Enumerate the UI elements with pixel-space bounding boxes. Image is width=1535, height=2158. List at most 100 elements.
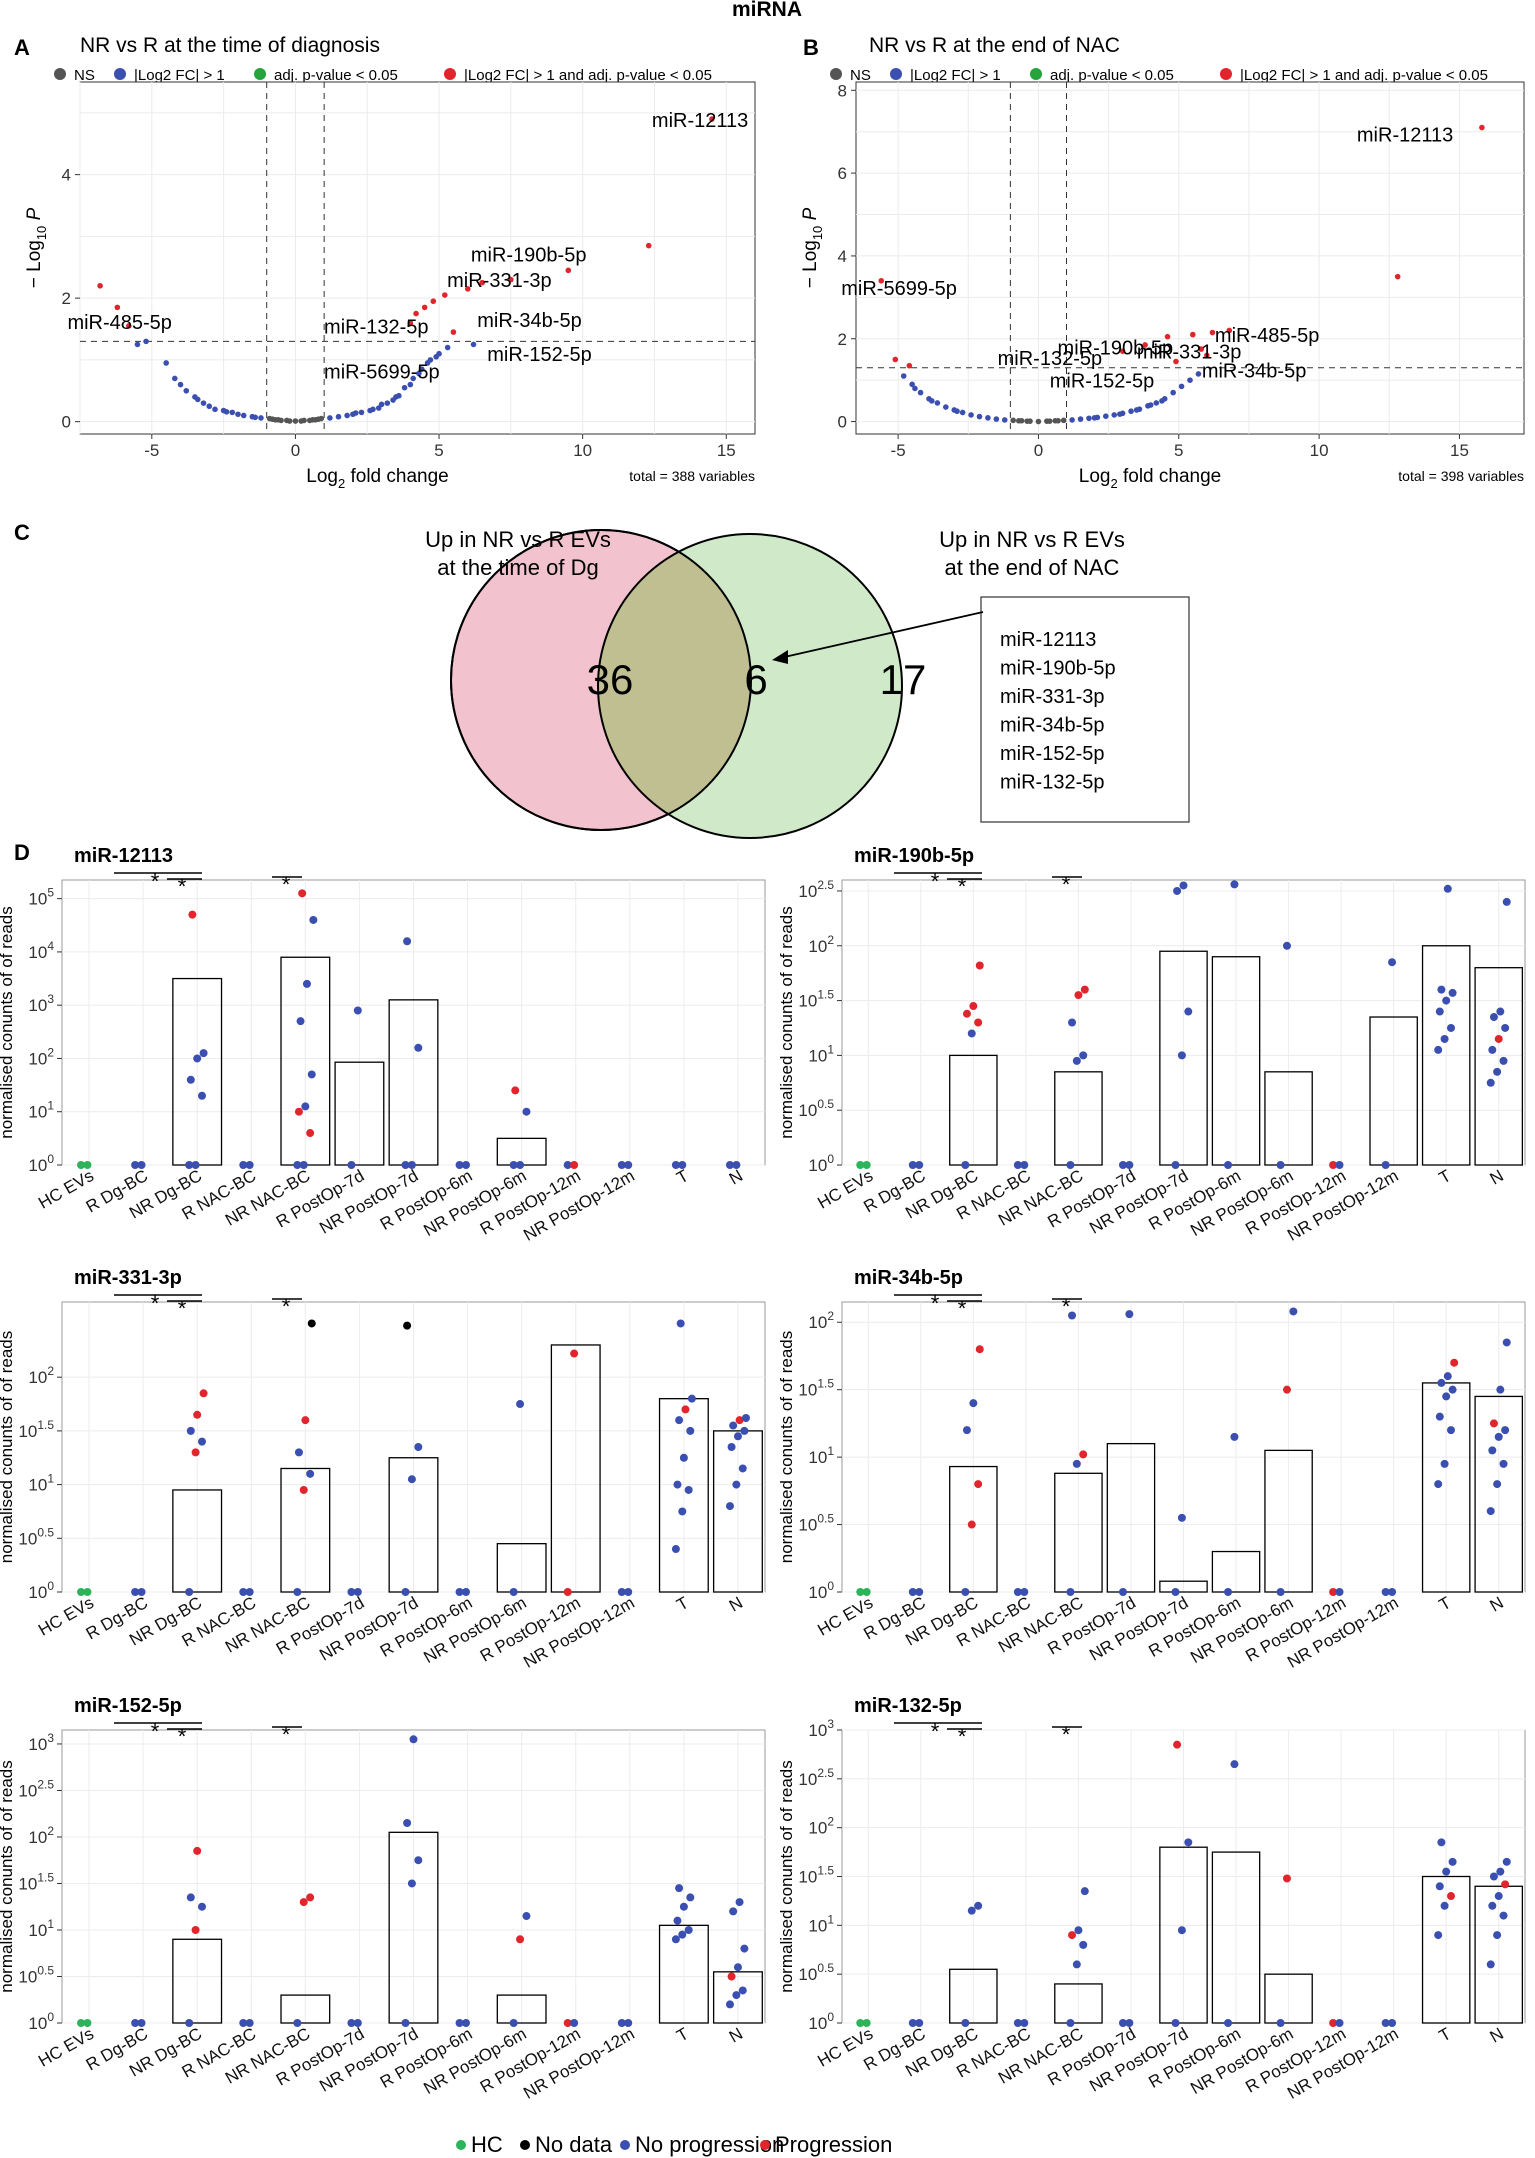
bar	[712, 1971, 763, 2024]
data-point	[740, 1426, 749, 1435]
variables-caption: total = 398 variables	[1398, 468, 1524, 484]
data-point	[563, 2019, 572, 2027]
data-point	[293, 2019, 302, 2027]
legend-dot	[890, 68, 902, 80]
point-sig	[1226, 327, 1233, 334]
bar	[1054, 1071, 1103, 1166]
point-fc	[177, 381, 184, 388]
data-point	[516, 1161, 525, 1169]
panel-label: C	[14, 520, 30, 545]
bar	[1211, 956, 1261, 1166]
venn-overlap-count: 6	[744, 656, 767, 703]
data-point	[856, 1588, 865, 1596]
data-point	[1499, 1459, 1508, 1468]
data-point	[77, 1161, 86, 1169]
y-axis-label: − Log10 P	[800, 207, 825, 288]
data-point	[309, 915, 318, 924]
point-fc	[943, 404, 949, 410]
data-point	[1173, 886, 1182, 895]
y-tick-label: 102	[808, 933, 834, 956]
data-point	[1434, 1045, 1443, 1054]
overlap-mirna: miR-190b-5p	[1000, 658, 1116, 680]
data-point	[1276, 1161, 1285, 1169]
data-point	[1446, 1023, 1455, 1032]
point-ns	[312, 416, 319, 423]
data-point	[671, 1161, 680, 1169]
point-fc	[416, 370, 422, 377]
legend-dot	[620, 2140, 630, 2150]
data-point	[1230, 1432, 1239, 1441]
point-fc	[143, 338, 149, 345]
data-point	[1066, 1588, 1075, 1596]
data-point	[1230, 1760, 1239, 1769]
point-fc	[900, 373, 907, 379]
data-point	[617, 1161, 626, 1169]
data-point	[1494, 1892, 1503, 1901]
bar	[496, 1543, 547, 1593]
y-tick-label: 105	[28, 886, 54, 909]
point-label: miR-190b-5p	[471, 245, 587, 267]
data-point	[1171, 2019, 1180, 2027]
data-point	[1448, 1385, 1457, 1394]
y-tick-label: 102.5	[18, 1777, 54, 1800]
point-fc	[401, 384, 408, 391]
point-sig	[1164, 333, 1171, 340]
data-point	[186, 1893, 195, 1902]
data-point	[967, 1520, 976, 1529]
data-point	[675, 1884, 684, 1893]
data-point	[1072, 1960, 1081, 1969]
point-label: miR-132-5p	[324, 317, 428, 339]
point-sig	[1198, 346, 1205, 352]
legend-dot	[254, 68, 266, 80]
data-point	[1177, 1926, 1186, 1935]
data-point	[1118, 1161, 1127, 1169]
data-point	[1437, 1378, 1446, 1387]
bar	[172, 1938, 223, 2024]
y-tick-label: 2	[62, 289, 71, 308]
data-point	[197, 1091, 206, 1100]
data-point	[455, 2019, 464, 2027]
data-point	[1177, 1513, 1186, 1522]
venn-right-outline	[597, 533, 903, 839]
point-ns	[1046, 418, 1053, 424]
venn-left-label: at the time of Dg	[437, 555, 598, 580]
data-point	[1179, 881, 1188, 890]
bar	[949, 1054, 998, 1166]
data-point	[1079, 1450, 1088, 1459]
data-point	[306, 1893, 315, 1902]
data-point	[1435, 1412, 1444, 1421]
data-point	[131, 1161, 140, 1169]
data-point	[193, 1846, 202, 1855]
y-tick-label: 100	[28, 1152, 54, 1175]
data-point	[1496, 1007, 1505, 1016]
data-point	[1289, 1307, 1298, 1316]
data-point	[409, 1735, 418, 1744]
data-point	[727, 1443, 736, 1451]
point-fc	[396, 392, 402, 399]
x-tick-label: N	[726, 1593, 746, 1616]
point-fc	[352, 410, 359, 416]
data-point	[77, 1588, 86, 1596]
data-point	[681, 1405, 690, 1414]
data-point	[624, 1588, 633, 1596]
data-point	[563, 1161, 572, 1169]
data-point	[1446, 1426, 1455, 1435]
pointer-arrow	[779, 611, 984, 659]
point-fc	[194, 396, 201, 403]
x-tick-label: T	[1436, 2024, 1454, 2046]
point-fc	[1128, 408, 1134, 415]
point-fc	[1091, 415, 1098, 421]
data-point	[191, 1448, 200, 1457]
point-fc	[1133, 407, 1140, 413]
data-point	[732, 1161, 741, 1169]
data-point	[1496, 1867, 1505, 1876]
data-point	[624, 1161, 633, 1169]
x-tick-label: N	[726, 1166, 746, 1189]
bar	[712, 1430, 763, 1593]
y-tick-label: 100.5	[798, 1512, 834, 1535]
data-point	[1184, 1007, 1193, 1016]
data-point	[732, 1480, 741, 1489]
y-tick-label: 100.5	[798, 1961, 834, 1984]
data-point	[245, 1161, 254, 1169]
y-tick-label: 8	[838, 81, 847, 100]
